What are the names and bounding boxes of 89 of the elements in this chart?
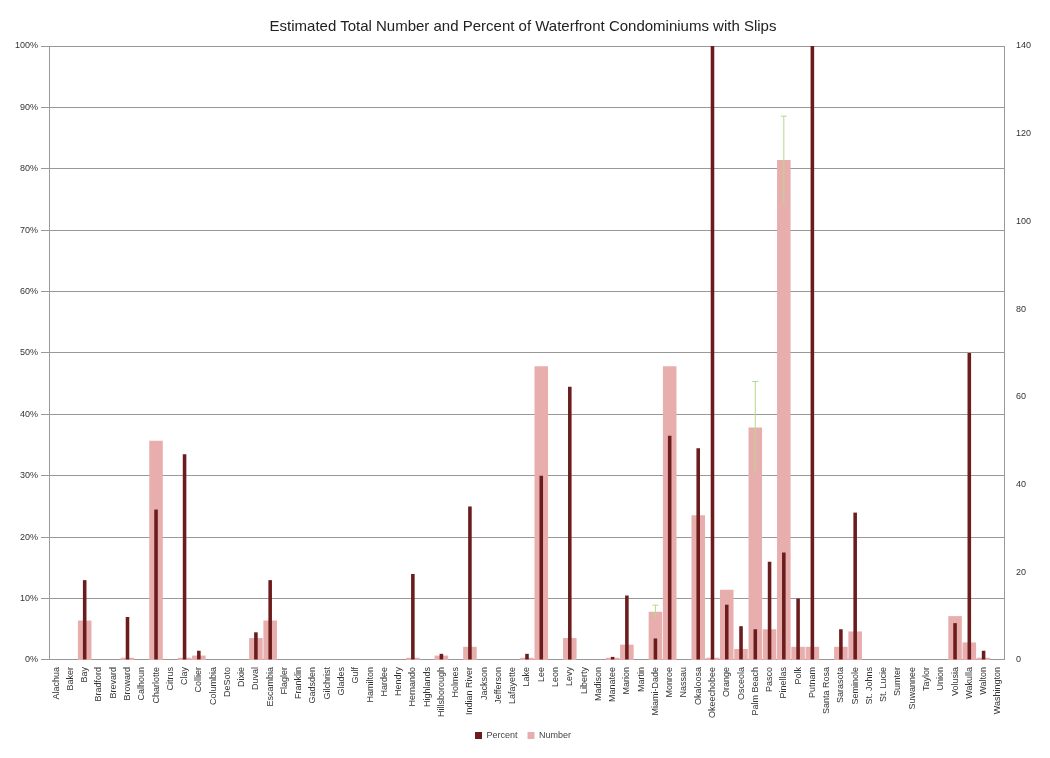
y-tick-label: 10% [20, 593, 39, 604]
x-tick-label: Madison [592, 666, 603, 701]
x-tick-label: Wakulla [963, 666, 974, 699]
x-tick-label: Bay [79, 666, 90, 683]
x-tick-label: Osceola [735, 666, 746, 700]
legend-label: Percent [486, 729, 518, 740]
x-tick-label: Liberty [578, 666, 589, 694]
y-tick-label: 0% [25, 654, 39, 665]
y-tick-label: 90% [20, 101, 39, 112]
y2-tick-label: 120 [1015, 128, 1032, 139]
x-tick-label: Nassau [678, 666, 689, 698]
x-tick-label: Hardee [378, 666, 389, 697]
x-tick-label: Pinellas [778, 666, 789, 699]
x-tick-label: Polk [792, 666, 803, 685]
x-tick-label: Seminole [849, 666, 860, 705]
x-tick-label: Gilchrist [321, 666, 332, 700]
x-tick-label: Jackson [478, 666, 489, 700]
x-tick-label: Monroe [664, 666, 675, 698]
x-tick-label: Gulf [350, 666, 361, 684]
y-tick-label: 100% [14, 40, 39, 51]
x-tick-label: Franklin [293, 666, 304, 699]
y2-tick-label: 60 [1015, 391, 1026, 402]
x-tick-label: Okaloosa [692, 666, 703, 705]
y-tick-label: 60% [20, 286, 39, 297]
y2-tick-label: 100 [1015, 215, 1032, 226]
x-tick-label: Marion [621, 666, 632, 695]
x-tick-label: Dixie [236, 666, 247, 687]
y-tick-label: 80% [20, 163, 39, 174]
x-tick-label: Santa Rosa [821, 666, 832, 714]
y2-tick-label: 20 [1015, 566, 1026, 577]
x-tick-label: Walton [978, 666, 989, 695]
y-tick-label: 40% [20, 408, 39, 419]
chart-title: Estimated Total Number and Percent of Waterfront Condominiums with Slips [269, 17, 777, 35]
x-tick-label: Collier [193, 666, 204, 693]
x-tick-label: Columbia [207, 666, 218, 705]
x-tick-label: Okeechobee [706, 666, 717, 719]
x-tick-label: Broward [121, 666, 132, 701]
x-tick-label: Washington [992, 666, 1003, 715]
x-tick-label: Leon [550, 666, 561, 687]
x-tick-label: St. Lucie [878, 666, 889, 702]
x-tick-label: Citrus [164, 666, 175, 691]
x-tick-label: Putnam [806, 666, 817, 698]
x-tick-label: Hillsborough [435, 666, 446, 717]
x-tick-label: Flagler [278, 666, 289, 695]
x-tick-label: Highlands [421, 666, 432, 707]
x-tick-label: Orange [721, 666, 732, 697]
x-tick-label: Hendry [393, 666, 404, 696]
x-tick-label: Union [935, 666, 946, 691]
x-tick-label: Pasco [764, 666, 775, 692]
x-tick-label: Jefferson [492, 666, 503, 704]
x-tick-label: Charlotte [150, 666, 161, 704]
x-tick-label: Hamilton [364, 666, 375, 703]
x-tick-label: Glades [336, 666, 346, 696]
x-tick-label: Lafayette [507, 666, 518, 704]
y2-tick-label: 80 [1015, 303, 1026, 314]
y2-tick-label: 0 [1015, 654, 1021, 665]
y-tick-label: 50% [20, 347, 39, 358]
x-tick-label: Duval [250, 666, 261, 690]
x-tick-label: Holmes [450, 666, 461, 698]
x-tick-label: Alachua [50, 666, 61, 700]
x-tick-label: Suwannee [906, 666, 917, 710]
y-tick-label: 20% [20, 531, 39, 542]
x-tick-label: Levy [564, 666, 575, 686]
y2-tick-label: 140 [1015, 40, 1032, 51]
x-tick-label: Lake [521, 666, 532, 687]
x-tick-label: Escambia [264, 666, 275, 707]
x-tick-label: Baker [64, 666, 75, 691]
x-tick-label: DeSoto [221, 666, 232, 697]
x-tick-label: Lee [535, 666, 546, 682]
x-tick-label: Volusia [949, 666, 960, 696]
x-tick-label: Palm Beach [749, 666, 760, 716]
x-tick-label: Calhoun [136, 666, 147, 701]
x-tick-label: Indian River [464, 666, 475, 715]
x-tick-label: Sarasota [835, 666, 846, 703]
x-tick-label: Bradford [93, 666, 104, 702]
legend-label: Number [539, 729, 572, 740]
x-tick-label: Clay [179, 666, 190, 685]
x-tick-label: Martin [635, 666, 646, 692]
y-tick-label: 70% [20, 224, 39, 235]
x-tick-label: Hernando [407, 666, 418, 707]
x-tick-label: Manatee [607, 666, 618, 702]
x-tick-label: Sumter [892, 666, 903, 696]
y-tick-label: 30% [20, 470, 39, 481]
x-tick-label: Gadsden [307, 666, 318, 704]
x-tick-label: Miami-Dade [649, 666, 660, 716]
x-tick-label: St. Johns [863, 666, 874, 705]
x-tick-label: Taylor [920, 666, 931, 691]
y2-tick-label: 40 [1015, 479, 1026, 490]
x-tick-label: Brevard [107, 666, 118, 699]
